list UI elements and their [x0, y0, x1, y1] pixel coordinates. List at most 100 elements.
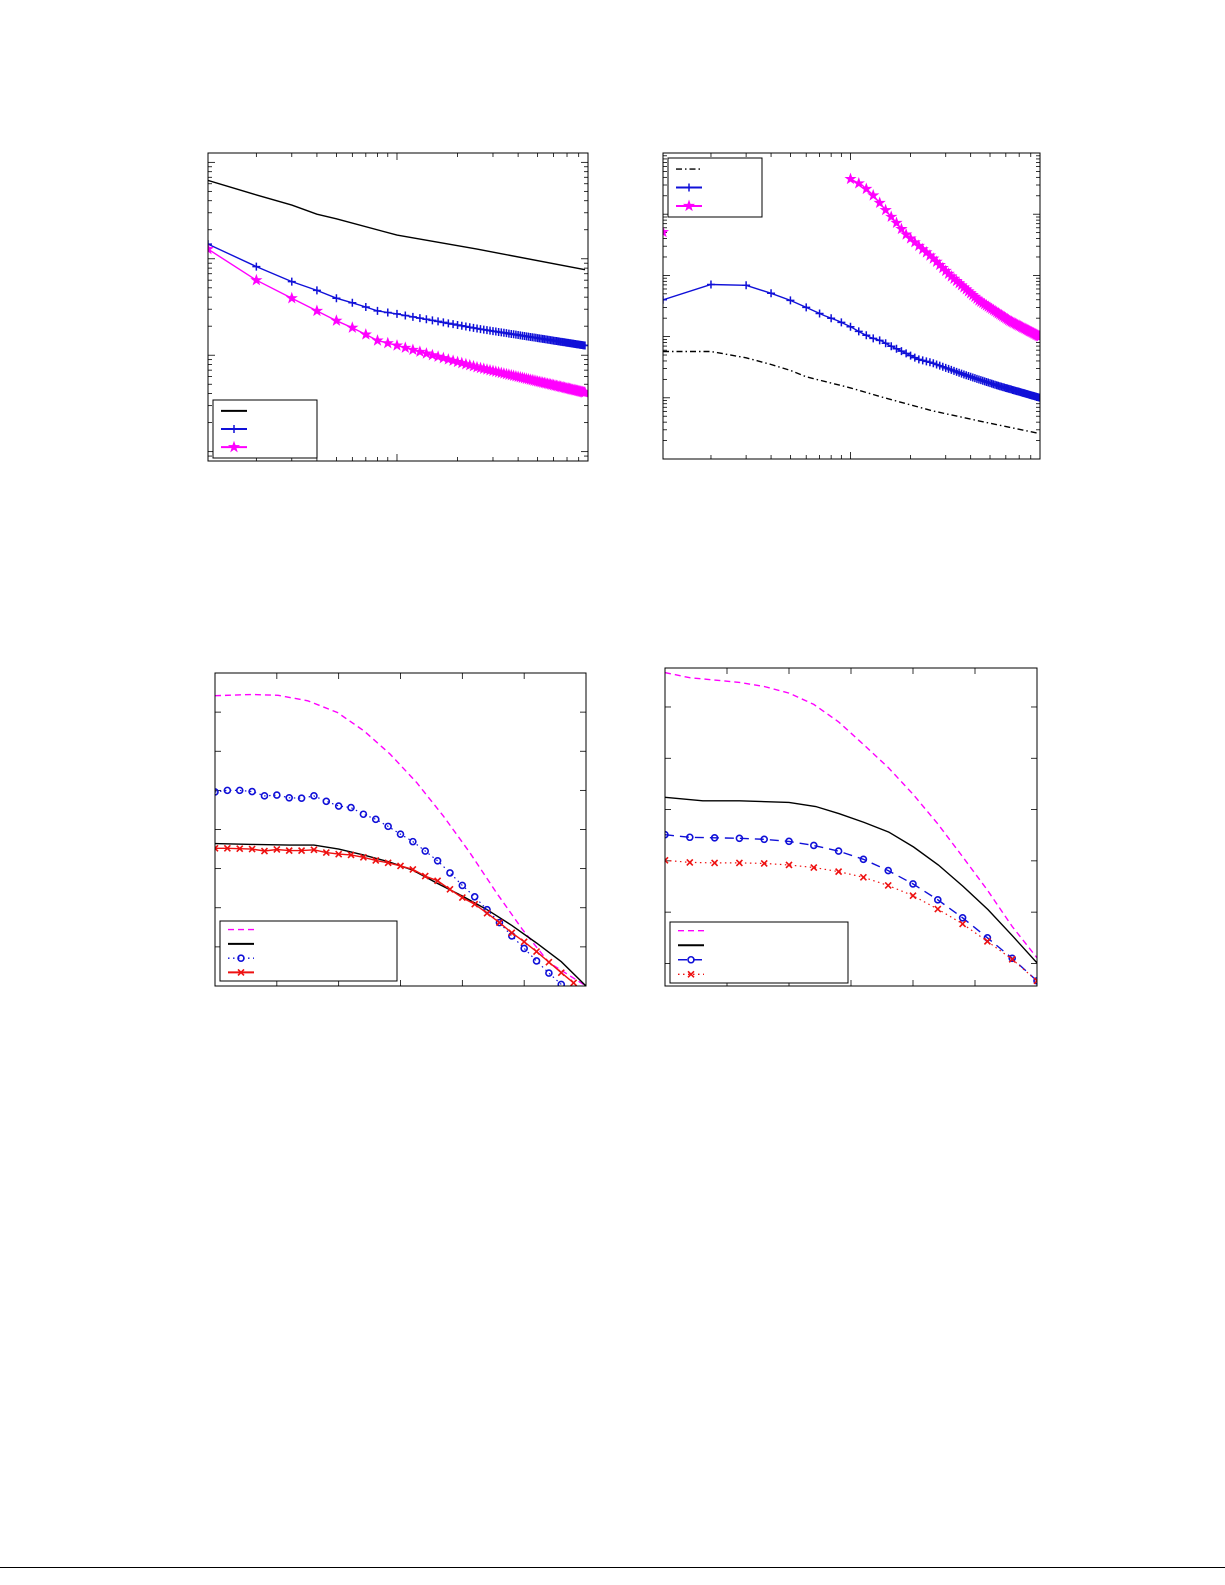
circle-marker: [785, 837, 793, 846]
series-line: [665, 834, 1037, 982]
star-marker: [663, 225, 670, 238]
star-marker: [895, 222, 908, 235]
x-marker: [421, 872, 429, 880]
chart-1: [207, 152, 589, 462]
plus-marker: [373, 306, 382, 315]
x-marker: [248, 845, 256, 853]
circle-marker: [421, 847, 430, 855]
plus-marker: [444, 319, 453, 328]
series-1: [663, 350, 1040, 435]
legend: [669, 921, 849, 984]
circle-marker: [297, 794, 306, 803]
x-marker: [570, 979, 578, 986]
circle-marker: [710, 833, 719, 842]
circle-marker: [532, 957, 541, 965]
circle-marker: [409, 837, 417, 846]
plus-marker: [348, 298, 357, 307]
plus-marker: [914, 355, 923, 364]
x-marker: [495, 919, 503, 927]
star-marker: [285, 291, 298, 304]
circle-marker: [359, 810, 368, 819]
legend-entry: [221, 440, 247, 453]
x-marker: [959, 920, 967, 928]
plus-marker: [910, 353, 919, 362]
star-marker: [346, 321, 359, 333]
plus-marker: [786, 296, 795, 305]
series-4: [215, 844, 578, 986]
plus-marker: [706, 280, 715, 289]
star-marker: [420, 347, 433, 359]
circle-marker: [665, 830, 669, 839]
plus-marker: [815, 309, 824, 318]
circle-marker: [884, 866, 893, 875]
chart-3: [214, 672, 587, 987]
star-marker: [860, 182, 873, 195]
series-4: [665, 856, 1037, 985]
star-marker: [359, 328, 372, 340]
series-line: [215, 789, 562, 985]
circle-marker: [396, 830, 405, 838]
x-marker: [1033, 977, 1037, 985]
x-marker: [557, 969, 565, 977]
x-marker: [983, 937, 991, 945]
x-marker: [310, 846, 318, 854]
circle-marker: [347, 803, 355, 812]
plus-marker: [453, 320, 462, 329]
x-marker: [859, 873, 867, 881]
plot-area: [663, 172, 1040, 435]
plus-marker: [846, 322, 855, 331]
circle-marker: [433, 856, 442, 865]
circle-marker: [545, 969, 553, 977]
plus-marker: [918, 356, 927, 365]
x-marker: [347, 851, 355, 859]
star-marker: [885, 210, 898, 222]
plus-marker: [332, 294, 341, 303]
x-marker: [760, 859, 768, 867]
x-marker: [285, 847, 293, 855]
plus-marker: [922, 357, 931, 366]
circle-marker: [735, 834, 744, 843]
plus-marker: [887, 342, 896, 351]
plus-marker: [827, 314, 836, 323]
series-3: [844, 172, 1040, 342]
star-marker: [879, 203, 892, 216]
star-marker: [371, 334, 384, 346]
plus-marker: [434, 317, 443, 326]
legend: [219, 920, 398, 982]
circle-marker: [322, 797, 331, 806]
legend-entry: [221, 425, 247, 433]
chart-4: [664, 667, 1038, 987]
x-marker: [1008, 955, 1016, 963]
series-4: [663, 225, 670, 238]
x-marker: [409, 865, 417, 873]
series-line: [665, 671, 1037, 959]
series-2: [663, 280, 1040, 402]
star-marker: [310, 304, 324, 317]
star-marker: [578, 386, 588, 398]
circle-marker: [933, 896, 942, 904]
x-marker: [471, 900, 479, 908]
series-3: [215, 786, 566, 986]
plus-marker: [408, 312, 417, 321]
axis-ticks: [663, 153, 1040, 459]
circle-marker: [334, 802, 343, 810]
x-marker: [686, 858, 694, 866]
legend: [212, 399, 318, 459]
plus-marker: [881, 339, 890, 348]
plus-marker: [837, 318, 846, 327]
plus-marker: [742, 281, 751, 290]
page-bottom-rule: [0, 1567, 1225, 1568]
star-marker: [406, 343, 419, 356]
star-marker: [867, 188, 880, 201]
circle-marker: [273, 791, 281, 799]
x-marker: [835, 868, 843, 876]
legend-entry: [676, 199, 702, 212]
plus-marker: [415, 314, 424, 323]
x-marker: [483, 909, 491, 917]
axes-frame: [662, 152, 1041, 460]
circle-marker: [685, 833, 694, 842]
legend-box: [219, 920, 398, 982]
plot-area: [215, 693, 586, 986]
plus-marker: [897, 347, 906, 356]
circle-marker: [520, 944, 528, 953]
